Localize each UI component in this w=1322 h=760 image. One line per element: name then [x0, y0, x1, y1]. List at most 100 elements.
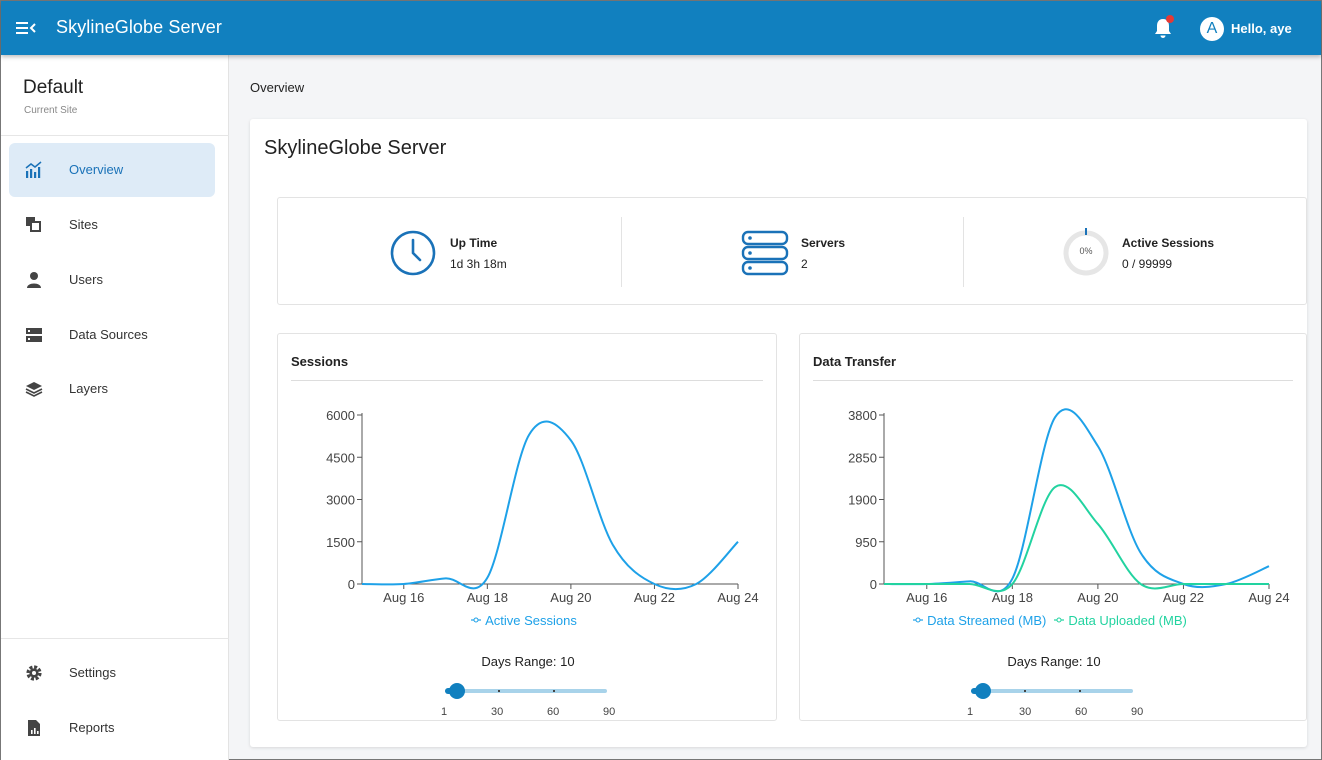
page-title: SkylineGlobe Server	[264, 137, 447, 159]
report-icon	[25, 719, 43, 737]
data-transfer-chart: 0 950 1900 2850 3800 Aug 16 Aug 18 Aug 20 Aug 22…	[848, 408, 1290, 605]
legend-item[interactable]: Data Streamed (MB)	[913, 613, 1046, 628]
sidebar-item-label: Sites	[69, 217, 98, 232]
user-greeting[interactable]: Hello, aye	[1231, 21, 1292, 36]
slider-tick	[1024, 690, 1026, 692]
user-icon	[25, 271, 43, 289]
menu-collapse-icon[interactable]	[15, 18, 37, 38]
sidebar-item-settings[interactable]: Settings	[9, 646, 215, 700]
y-tick-label: 950	[855, 535, 877, 550]
active-sessions-percent: 0%	[1079, 246, 1093, 256]
progress-ring-icon: 0%	[1061, 228, 1111, 278]
sidebar-item-label: Reports	[69, 720, 115, 735]
y-tick-label: 6000	[326, 408, 355, 423]
sidebar-item-overview[interactable]: Overview	[9, 143, 215, 197]
sessions-panel: Sessions 0 1500 3000 4500 6000 Aug 16 Aug 18 Au…	[277, 333, 777, 721]
days-range-slider[interactable]	[441, 683, 611, 699]
app-title: SkylineGlobe Server	[56, 17, 222, 37]
sidebar: Default Current Site Overview Sites	[1, 55, 229, 760]
slider-marks: 1 30 60 90	[967, 706, 1157, 720]
data-transfer-panel: Data Transfer 0 950 1900 2850 3800 Aug 16 Aug …	[799, 333, 1307, 721]
y-tick-label: 1900	[848, 493, 877, 508]
x-tick-label: Aug 16	[906, 590, 947, 605]
legend-marker-icon	[1054, 611, 1065, 623]
days-range-slider[interactable]	[967, 683, 1137, 699]
x-tick-label: Aug 22	[634, 590, 675, 605]
legend-label: Active Sessions	[485, 613, 577, 628]
y-tick-label: 3000	[326, 493, 355, 508]
slider-track	[445, 689, 607, 693]
sidebar-item-layers[interactable]: Layers	[9, 362, 215, 416]
stat-divider	[621, 217, 622, 287]
panel-divider	[813, 380, 1293, 381]
uptime-label: Up Time	[450, 236, 498, 250]
slider-track	[971, 689, 1133, 693]
x-tick-label: Aug 20	[550, 590, 591, 605]
series-line	[883, 484, 1269, 593]
sidebar-divider	[1, 638, 229, 639]
uptime-value: 1d 3h 18m	[450, 257, 507, 271]
legend-label: Data Uploaded (MB)	[1068, 613, 1187, 628]
panel-divider	[291, 380, 763, 381]
avatar[interactable]: A	[1200, 17, 1224, 41]
x-tick-label: Aug 24	[717, 590, 758, 605]
sidebar-item-data-sources[interactable]: Data Sources	[9, 308, 215, 362]
slider-mark-label: 60	[1075, 706, 1088, 718]
active-sessions-label: Active Sessions	[1122, 236, 1215, 250]
servers-icon	[741, 229, 789, 282]
x-tick-label: Aug 24	[1248, 590, 1289, 605]
slider-mark-label: 60	[547, 706, 560, 718]
legend-marker-icon	[471, 611, 482, 623]
slider-tick	[553, 690, 555, 692]
data-transfer-legend: Data Streamed (MB) Data Uploaded (MB)	[800, 611, 1308, 628]
y-tick-label: 3800	[848, 408, 877, 423]
sessions-panel-title: Sessions	[291, 354, 349, 369]
days-range-label: Days Range: 10	[1007, 654, 1101, 669]
y-tick-label: 4500	[326, 450, 355, 465]
bell-icon[interactable]	[1152, 15, 1174, 40]
slider-thumb[interactable]	[449, 683, 465, 699]
chart-icon	[25, 161, 43, 179]
server-icon	[25, 326, 43, 344]
slider-marks: 1 30 60 90	[441, 706, 631, 720]
layers-icon	[25, 380, 43, 398]
days-range-label: Days Range: 10	[481, 654, 575, 669]
y-tick-label: 2850	[848, 450, 877, 465]
x-tick-label: Aug 18	[992, 590, 1033, 605]
sidebar-divider	[1, 135, 229, 136]
slider-mark-label: 1	[967, 706, 974, 718]
x-tick-label: Aug 22	[1163, 590, 1204, 605]
gear-icon	[25, 664, 43, 682]
series-line	[883, 408, 1270, 593]
sidebar-item-label: Layers	[69, 381, 109, 396]
sidebar-item-label: Users	[69, 272, 103, 287]
notification-badge	[1166, 15, 1174, 23]
sidebar-item-reports[interactable]: Reports	[9, 701, 215, 755]
slider-mark-label: 90	[603, 706, 616, 718]
legend-item[interactable]: Data Uploaded (MB)	[1054, 613, 1187, 628]
y-tick-label: 0	[870, 577, 877, 592]
servers-value: 2	[801, 257, 808, 271]
slider-mark-label: 1	[441, 706, 448, 718]
legend-item[interactable]: Active Sessions	[471, 613, 577, 628]
slider-mark-label: 30	[1019, 706, 1032, 718]
current-site-name[interactable]: Default	[23, 77, 84, 98]
y-tick-label: 0	[348, 577, 355, 592]
breadcrumb: Overview	[250, 80, 305, 95]
data-transfer-panel-title: Data Transfer	[813, 354, 897, 369]
slider-tick	[498, 690, 500, 692]
y-tick-label: 1500	[326, 535, 355, 550]
slider-tick	[1079, 690, 1081, 692]
stat-divider	[963, 217, 964, 287]
slider-thumb[interactable]	[975, 683, 991, 699]
sidebar-item-users[interactable]: Users	[9, 253, 215, 307]
legend-label: Data Streamed (MB)	[927, 613, 1047, 628]
sessions-legend: Active Sessions	[278, 611, 778, 628]
overview-card: SkylineGlobe Server Up Time 1d 3h 18m Se…	[250, 119, 1307, 747]
x-tick-label: Aug 18	[467, 590, 508, 605]
slider-mark-label: 30	[491, 706, 504, 718]
sidebar-item-sites[interactable]: Sites	[9, 198, 215, 252]
slider-mark-label: 90	[1131, 706, 1144, 718]
servers-label: Servers	[801, 236, 846, 250]
current-site-label: Current Site	[24, 105, 78, 116]
